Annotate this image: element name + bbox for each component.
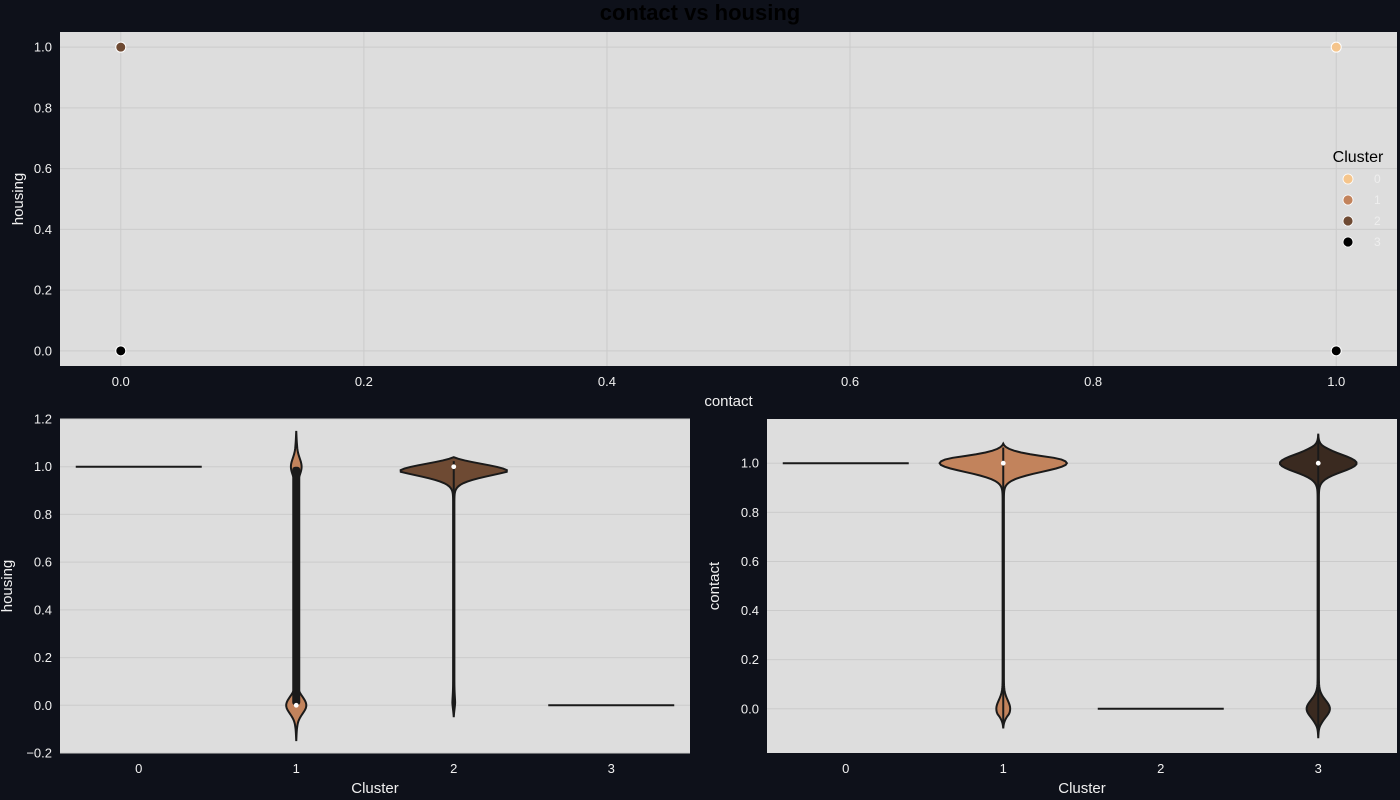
x-tick-label: 3 — [608, 761, 615, 776]
x-axis-label: contact — [704, 393, 753, 410]
y-tick-label: 1.2 — [34, 412, 52, 427]
scatter-point-cluster-0 — [1330, 41, 1342, 53]
y-tick-label: 1.0 — [34, 40, 52, 55]
x-tick-label: 1.0 — [1327, 374, 1345, 389]
y-tick-label: 0.6 — [34, 555, 52, 570]
y-tick-label: 0.0 — [34, 343, 52, 358]
x-tick-label: 1 — [293, 761, 300, 776]
x-tick-label: 2 — [450, 761, 457, 776]
x-tick-label: 1 — [1000, 761, 1007, 776]
y-tick-label: 0.6 — [34, 161, 52, 176]
x-tick-label: 0 — [135, 761, 142, 776]
y-axis-label: contact — [706, 561, 723, 610]
x-axis-label: Cluster — [1058, 780, 1106, 797]
legend-marker-1 — [1342, 194, 1354, 206]
y-axis-label: housing — [0, 560, 16, 613]
x-tick-label: 0.0 — [112, 374, 130, 389]
y-tick-label: 0.2 — [34, 650, 52, 665]
legend-label-1: 1 — [1374, 193, 1381, 207]
y-tick-label: 0.8 — [34, 507, 52, 522]
plot-area — [767, 419, 1397, 753]
y-tick-label: 1.0 — [34, 459, 52, 474]
plot-area — [60, 419, 690, 753]
violin-median-cluster-3 — [1315, 460, 1321, 466]
plot-area — [60, 32, 1397, 366]
figure-title: contact vs housing — [599, 0, 801, 25]
y-tick-label: 0.6 — [741, 554, 759, 569]
scatter-point-cluster-3 — [115, 345, 127, 357]
violin-plot-contact: 0.0 0.2 0.4 0.6 0.8 1.0 0 1 2 3 Cluster contact — [706, 419, 1397, 797]
y-tick-label: 0.4 — [34, 222, 52, 237]
legend-label-3: 3 — [1374, 235, 1381, 249]
y-tick-label: 0.4 — [741, 603, 759, 618]
y-tick-label: 0.8 — [741, 505, 759, 520]
x-axis-label: Cluster — [351, 780, 399, 797]
y-tick-label: 0.4 — [34, 602, 52, 617]
y-tick-label: 0.2 — [741, 652, 759, 667]
legend-marker-3 — [1342, 236, 1354, 248]
x-tick-label: 0.4 — [598, 374, 616, 389]
x-tick-label: 3 — [1315, 761, 1322, 776]
y-tick-label: −0.2 — [26, 746, 52, 761]
violin-box-cluster-1 — [292, 466, 301, 706]
legend-marker-2 — [1342, 215, 1354, 227]
x-tick-label: 0 — [842, 761, 849, 776]
x-tick-label: 0.6 — [841, 374, 859, 389]
legend-label-2: 2 — [1374, 214, 1381, 228]
y-tick-label: 0.2 — [34, 283, 52, 298]
violin-median-cluster-1 — [1000, 460, 1006, 466]
legend-marker-0 — [1342, 173, 1354, 185]
y-tick-label: 0.0 — [741, 701, 759, 716]
x-tick-label: 0.8 — [1084, 374, 1102, 389]
y-axis-label: housing — [10, 173, 27, 226]
y-tick-label: 0.8 — [34, 100, 52, 115]
x-tick-label: 0.2 — [355, 374, 373, 389]
scatter-point-cluster-2 — [115, 41, 127, 53]
y-tick-label: 1.0 — [741, 456, 759, 471]
violin-median-cluster-1 — [293, 702, 299, 708]
scatter-point-cluster-3 — [1330, 345, 1342, 357]
legend-label-0: 0 — [1374, 172, 1381, 186]
violin-median-cluster-2 — [451, 464, 457, 470]
y-tick-label: 0.0 — [34, 698, 52, 713]
legend-title: Cluster — [1333, 149, 1384, 166]
violin-plot-housing: −0.2 0.0 0.2 0.4 0.6 0.8 1.0 1.2 0 1 2 3 Cluster hous… — [0, 412, 690, 797]
x-tick-label: 2 — [1157, 761, 1164, 776]
scatter-plot: 0.0 0.2 0.4 0.6 0.8 1.0 0.0 0.2 0.4 0.6 0.8 1.0 cont… — [10, 32, 1397, 410]
